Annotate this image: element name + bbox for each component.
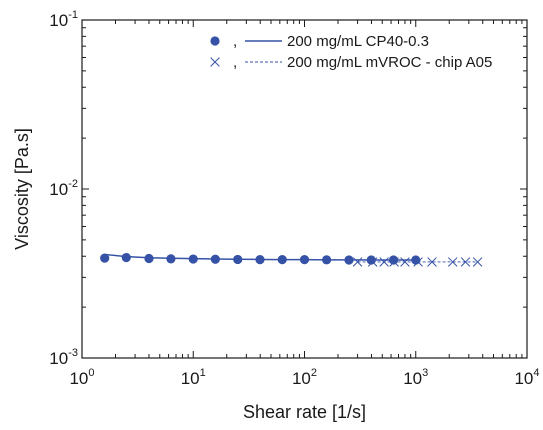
x-tick-label-0: 100 — [69, 367, 94, 388]
series-1-point-9 — [472, 257, 483, 267]
x-axis-label: Shear rate [1/s] — [243, 402, 366, 422]
x-tick-label-4: 104 — [514, 367, 539, 388]
legend-marker-1-stroke-b — [210, 57, 220, 67]
series-1-point-1-stroke-b — [367, 257, 378, 267]
series-1-point-2 — [379, 257, 389, 267]
series-1-point-1 — [367, 257, 378, 267]
series-0-point-2 — [144, 253, 154, 264]
series-1-point-5-stroke-b — [413, 257, 423, 267]
series-1-point-6 — [427, 257, 437, 267]
series-markers — [100, 252, 483, 267]
tick-labels: 100 101 102 103 104 10-3 10-2 10-1 — [49, 9, 539, 388]
series-0-point-13 — [388, 255, 399, 265]
series-1-point-5 — [413, 257, 423, 267]
series-0-point-10 — [322, 255, 332, 265]
legend: , 200 mg/mL CP40-0.3, 200 mg/mL mVROC - ch… — [210, 33, 492, 71]
series-0-point-8 — [277, 255, 287, 265]
x-tick-label-2: 102 — [292, 367, 317, 388]
legend-separator-0: , — [233, 33, 237, 50]
series-1-point-6-stroke-b — [427, 257, 437, 267]
series-1-point-8 — [460, 257, 471, 267]
series-1-point-4-stroke-b — [400, 257, 410, 267]
series-0-point-0 — [100, 253, 110, 263]
series-0-point-4 — [188, 254, 198, 264]
legend-marker-1 — [210, 57, 220, 67]
plot-frame — [81, 19, 528, 359]
series-1-point-0-stroke-b — [352, 257, 363, 267]
series-1-point-2-stroke-b — [379, 257, 389, 267]
y-axis-label: Viscosity [Pa.s] — [12, 128, 32, 250]
legend-marker-0 — [210, 36, 220, 46]
series-0-point-9 — [299, 255, 310, 265]
series-1-point-0 — [352, 257, 363, 267]
legend-separator-1: , — [233, 54, 237, 71]
x-tick-label-3: 103 — [403, 367, 428, 388]
series-1-point-7-stroke-b — [447, 257, 458, 267]
legend-label-1: 200 mg/mL mVROC - chip A05 — [287, 54, 492, 71]
series-0-point-1 — [121, 252, 131, 263]
series-1-point-8-stroke-b — [460, 257, 471, 267]
series-0-point-7 — [255, 255, 265, 265]
y-tick-label-1: 10-2 — [49, 178, 78, 199]
y-tick-label-0: 10-3 — [49, 347, 78, 368]
series-1-point-3 — [389, 257, 399, 267]
series-0-point-11 — [344, 255, 354, 265]
series-1-point-3-stroke-b — [389, 257, 399, 267]
series-0-point-6 — [233, 254, 243, 265]
series-0-point-3 — [166, 254, 176, 264]
series-0-point-5 — [210, 254, 220, 264]
series-1-point-7 — [447, 257, 458, 267]
x-tick-label-1: 101 — [181, 367, 206, 388]
y-tick-label-2: 10-1 — [49, 9, 78, 30]
legend-label-0: 200 mg/mL CP40-0.3 — [287, 33, 429, 50]
series-1-point-9-stroke-b — [472, 257, 483, 267]
series-1-point-4 — [400, 257, 410, 267]
